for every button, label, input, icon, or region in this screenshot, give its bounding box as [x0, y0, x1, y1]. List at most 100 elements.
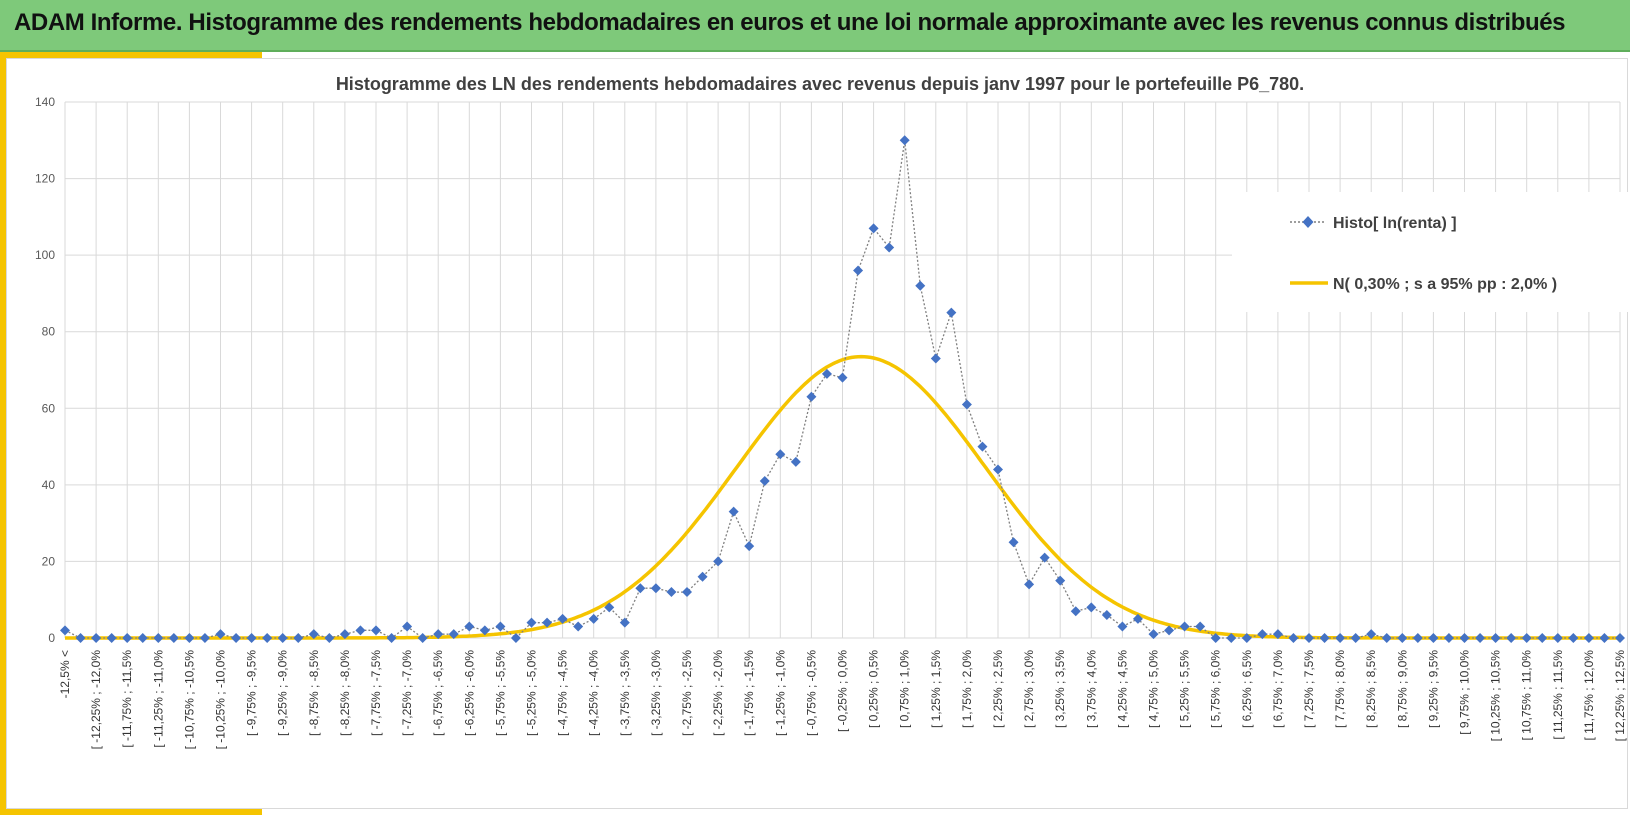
accent-bar-left: [0, 52, 6, 815]
report-title: ADAM Informe. Histogramme des rendements…: [14, 9, 1566, 36]
x-tick-label: [ 3,75% ; 4,0%: [1084, 650, 1098, 728]
x-tick-label: [ 10,75% ; 11,0%: [1520, 650, 1534, 741]
histogram-point: [1179, 621, 1190, 632]
histogram-point: [1335, 633, 1346, 643]
y-tick-label: 100: [35, 248, 55, 262]
y-tick-label: 120: [35, 172, 55, 186]
histogram-point: [168, 633, 179, 643]
histogram-point: [1428, 633, 1439, 643]
legend-background: [1232, 192, 1628, 312]
histogram-point: [1288, 633, 1299, 643]
histogram-point: [1506, 633, 1517, 643]
histogram-point: [1024, 579, 1035, 590]
histogram-point: [339, 629, 350, 640]
x-tick-label: [ 4,25% ; 4,5%: [1115, 650, 1129, 728]
histogram-point: [153, 633, 164, 643]
histogram-point: [448, 629, 459, 640]
x-tick-label: [ -6,75% ; -6,5%: [431, 650, 445, 736]
histogram-point: [231, 633, 242, 643]
x-tick-label: [ -9,75% ; -9,5%: [245, 650, 259, 736]
histogram-point: [790, 456, 801, 467]
x-tick-label: [ -1,75% ; -1,5%: [742, 650, 756, 736]
histogram-point: [977, 441, 988, 452]
gridlines: [64, 101, 1621, 639]
legend-histo-label: Histo[ ln(renta) ]: [1333, 215, 1457, 232]
histogram-point: [355, 625, 366, 636]
x-tick-label: [ 2,25% ; 2,5%: [991, 650, 1005, 728]
histogram-point: [1366, 629, 1377, 640]
x-tick-label: [ -0,25% ; 0,0%: [836, 650, 850, 732]
histogram-point: [1381, 633, 1392, 643]
x-tick-label: -12,5% <: [58, 650, 72, 698]
x-tick-label: [ 12,25% ; 12,5%: [1613, 650, 1627, 742]
histogram-point: [1210, 633, 1221, 643]
x-tick-label: [ -10,25% ; -10,0%: [214, 650, 228, 750]
histogram-point: [91, 633, 102, 643]
x-tick-label: [ -0,75% ; -0,5%: [804, 650, 818, 736]
x-tick-label: [ -4,75% ; -4,5%: [556, 650, 570, 736]
y-tick-label: 40: [42, 478, 56, 492]
histogram-point: [619, 617, 630, 628]
histogram-point: [993, 464, 1003, 475]
histogram-point: [946, 307, 957, 318]
histogram-point: [122, 633, 133, 643]
histogram-point: [1304, 633, 1314, 643]
x-tick-label: [ 8,25% ; 8,5%: [1364, 650, 1378, 728]
x-tick-label: [ 4,75% ; 5,0%: [1147, 650, 1161, 728]
normal-curve-series: [65, 354, 1620, 640]
x-tick-label: [ -3,75% ; -3,5%: [618, 650, 632, 736]
histogram-point: [308, 629, 319, 640]
histogram-point: [184, 633, 195, 643]
histogram-point: [402, 621, 413, 632]
histogram-point: [1459, 633, 1470, 643]
x-tick-label: [ -8,75% ; -8,5%: [307, 650, 321, 736]
histogram-point: [759, 476, 770, 487]
histogram-point: [650, 583, 661, 594]
histogram-point: [246, 633, 257, 643]
x-tick-label: [ 11,75% ; 12,0%: [1582, 650, 1596, 741]
histogram-point: [526, 617, 537, 628]
x-tick-label: [ -5,75% ; -5,5%: [493, 650, 507, 736]
y-tick-label: 140: [35, 95, 55, 109]
legend-histo-marker: [1302, 216, 1314, 228]
x-tick-label: [ 9,75% ; 10,0%: [1458, 650, 1472, 735]
x-tick-label: [ -3,25% ; -3,0%: [649, 650, 663, 736]
histogram-point: [1412, 633, 1423, 643]
x-tick-label: [ -10,75% ; -10,5%: [182, 650, 196, 750]
histogram-point: [728, 506, 739, 517]
histogram-point: [137, 633, 148, 643]
histogram-point: [1117, 621, 1128, 632]
x-tick-label: [ -8,25% ; -8,0%: [338, 650, 352, 736]
histogram-point: [495, 621, 506, 632]
x-tick-label: [ -7,25% ; -7,0%: [400, 650, 414, 736]
histogram-point: [1241, 633, 1252, 643]
chart-frame: [6, 58, 1628, 809]
histogram-point: [1039, 552, 1050, 563]
x-tick-label: [ -6,25% ; -6,0%: [462, 650, 476, 736]
histogram-point: [557, 613, 568, 624]
x-tick-label: [ 8,75% ; 9,0%: [1395, 650, 1409, 728]
histogram-point: [293, 633, 304, 643]
histogram-point: [744, 541, 755, 552]
x-tick-label: [ 10,25% ; 10,5%: [1489, 650, 1503, 742]
histogram-point: [868, 223, 879, 234]
histogram-point: [215, 629, 226, 640]
histogram-point: [1521, 633, 1532, 643]
accent-bar-bottom: [0, 809, 262, 815]
histogram-point: [417, 633, 428, 643]
histogram-point: [1257, 629, 1268, 640]
histogram-point: [1475, 633, 1486, 643]
histogram-point: [386, 633, 397, 643]
histogram-point: [588, 613, 599, 624]
x-tick-label: [ 5,25% ; 5,5%: [1178, 650, 1192, 728]
x-tick-label: [ 1,25% ; 1,5%: [929, 650, 943, 728]
histogram-point: [604, 602, 615, 613]
x-tick-label: [ -4,25% ; -4,0%: [587, 650, 601, 736]
histogram-point: [1008, 537, 1019, 548]
histogram-point: [1350, 633, 1361, 643]
histogram-point: [915, 280, 926, 291]
histogram-point: [1148, 629, 1159, 640]
x-tick-label: [ 0,75% ; 1,0%: [898, 650, 912, 728]
histogram-point: [1319, 633, 1330, 643]
